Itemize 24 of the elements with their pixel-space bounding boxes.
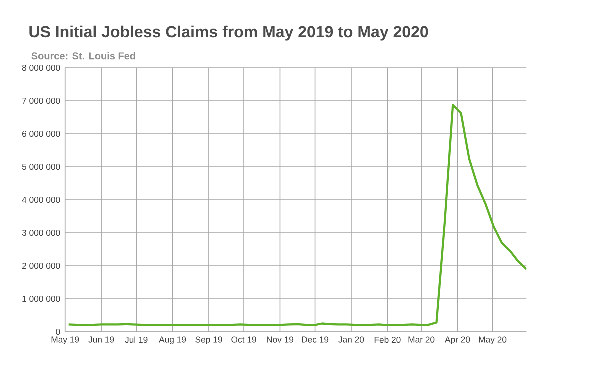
x-tick-label: Dec 19: [302, 336, 329, 343]
y-tick-label: 6 000 000: [22, 130, 60, 138]
x-tick-label: Jul 19: [125, 336, 148, 344]
x-tick-label: Mar 20: [408, 336, 435, 343]
y-tick-label: 7 000 000: [22, 98, 60, 104]
y-tick-label: 2 000 000: [22, 262, 60, 270]
x-tick-label: Aug 19: [159, 336, 186, 345]
x-tick-label: Jan 20: [338, 336, 364, 343]
x-tick-label: Feb 20: [374, 336, 401, 344]
x-tick-label: Sep 19: [196, 336, 222, 345]
y-tick-label: 1 000 000: [22, 296, 60, 302]
x-tick-label: Nov 19: [267, 336, 294, 343]
x-tick-label: Jun 19: [88, 336, 114, 343]
x-tick-label: Apr 20: [445, 336, 470, 345]
x-tick-label: May 20: [479, 336, 507, 345]
y-tick-label: 4 000 000: [22, 196, 60, 204]
x-tick-label: May 19: [52, 336, 80, 345]
x-tick-label: Oct 19: [232, 336, 256, 343]
y-tick-label: 8 000 000: [22, 64, 60, 72]
source-note: Source: St. Louis Fed: [32, 52, 136, 60]
chart-title: US Initial Jobless Claims from May 2019 to May 2020: [30, 26, 428, 41]
y-tick-label: 5 000 000: [22, 164, 60, 170]
y-tick-label: 0: [56, 328, 60, 336]
y-tick-label: 3 000 000: [22, 230, 60, 236]
